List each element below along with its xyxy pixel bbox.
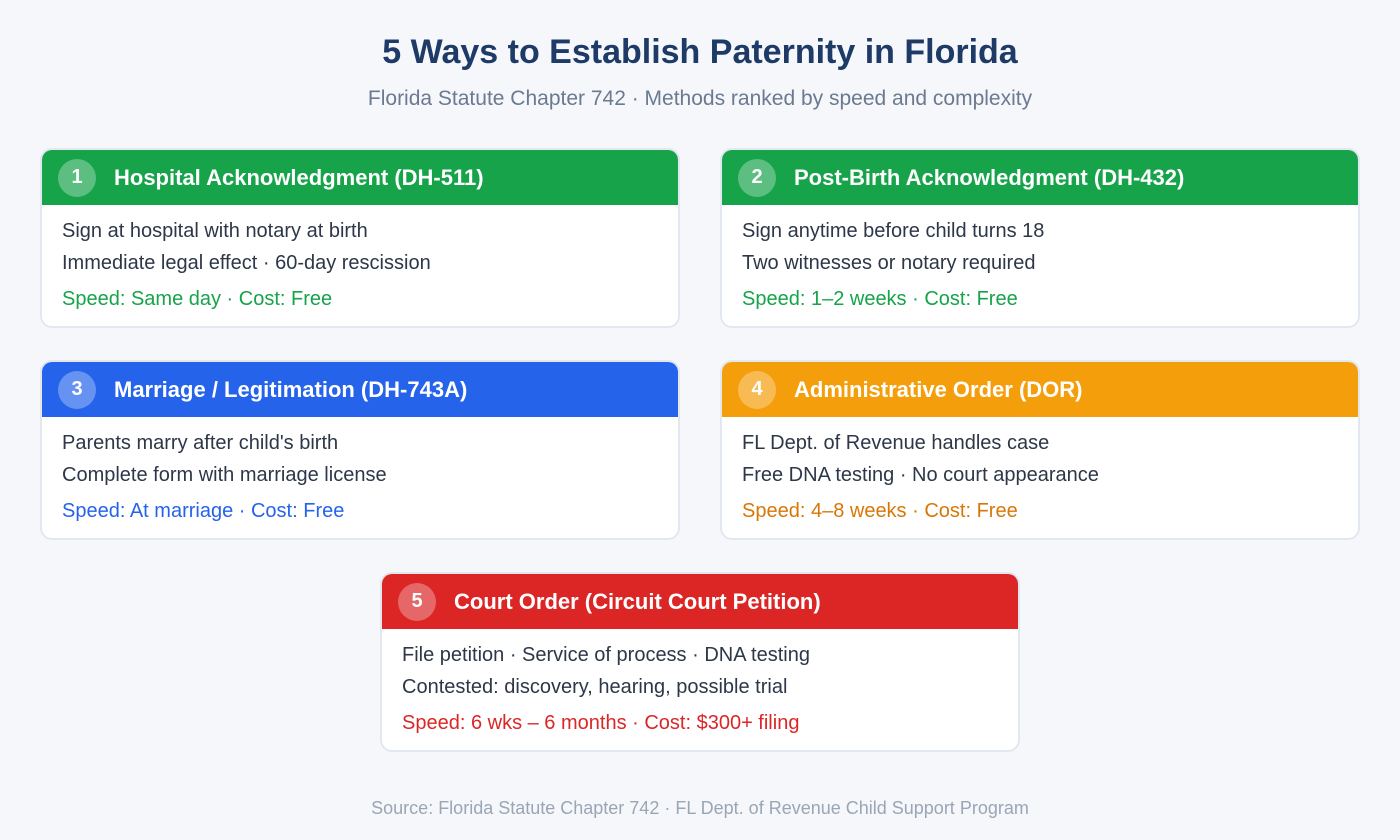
method-card-1: 1 Hospital Acknowledgment (DH-511) Sign … <box>40 148 680 328</box>
card-line: Free DNA testing · No court appearance <box>742 464 1099 486</box>
card-line: Complete form with marriage license <box>62 464 387 486</box>
method-card-4: 4 Administrative Order (DOR) FL Dept. of… <box>720 360 1360 540</box>
card-line: Sign anytime before child turns 18 <box>742 220 1045 242</box>
number-badge: 2 <box>738 158 776 197</box>
method-card-2: 2 Post-Birth Acknowledgment (DH-432) Sig… <box>720 148 1360 328</box>
card-line: File petition · Service of process · DNA… <box>402 644 810 666</box>
speed-cost: Speed: 6 wks – 6 months · Cost: $300+ fi… <box>402 712 800 734</box>
card-header: 4 Administrative Order (DOR) <box>722 362 1358 417</box>
speed-cost: Speed: 1–2 weeks · Cost: Free <box>742 288 1018 310</box>
card-line: Immediate legal effect · 60-day rescissi… <box>62 252 431 274</box>
card-line: Two witnesses or notary required <box>742 252 1036 274</box>
card-title: Post-Birth Acknowledgment (DH-432) <box>794 164 1185 190</box>
card-header: 2 Post-Birth Acknowledgment (DH-432) <box>722 150 1358 205</box>
card-title: Administrative Order (DOR) <box>794 376 1083 402</box>
card-line: FL Dept. of Revenue handles case <box>742 432 1050 454</box>
card-header: 5 Court Order (Circuit Court Petition) <box>382 574 1018 629</box>
card-line: Sign at hospital with notary at birth <box>62 220 368 242</box>
card-header: 1 Hospital Acknowledgment (DH-511) <box>42 150 678 205</box>
number-badge: 1 <box>58 158 96 197</box>
method-card-3: 3 Marriage / Legitimation (DH-743A) Pare… <box>40 360 680 540</box>
card-header: 3 Marriage / Legitimation (DH-743A) <box>42 362 678 417</box>
number-badge: 4 <box>738 370 776 409</box>
source-footer: Source: Florida Statute Chapter 742 · FL… <box>371 798 1029 818</box>
page-title: 5 Ways to Establish Paternity in Florida <box>382 33 1018 71</box>
speed-cost: Speed: Same day · Cost: Free <box>62 288 333 310</box>
card-title: Hospital Acknowledgment (DH-511) <box>114 164 484 190</box>
card-title: Marriage / Legitimation (DH-743A) <box>114 376 468 402</box>
speed-cost: Speed: At marriage · Cost: Free <box>62 500 345 522</box>
speed-cost: Speed: 4–8 weeks · Cost: Free <box>742 500 1018 522</box>
method-card-5: 5 Court Order (Circuit Court Petition) F… <box>380 572 1020 752</box>
number-badge: 5 <box>398 582 436 621</box>
card-line: Contested: discovery, hearing, possible … <box>402 676 788 698</box>
card-line: Parents marry after child's birth <box>62 432 339 454</box>
card-title: Court Order (Circuit Court Petition) <box>454 588 821 614</box>
page-subtitle: Florida Statute Chapter 742 · Methods ra… <box>367 87 1033 110</box>
number-badge: 3 <box>58 370 96 409</box>
